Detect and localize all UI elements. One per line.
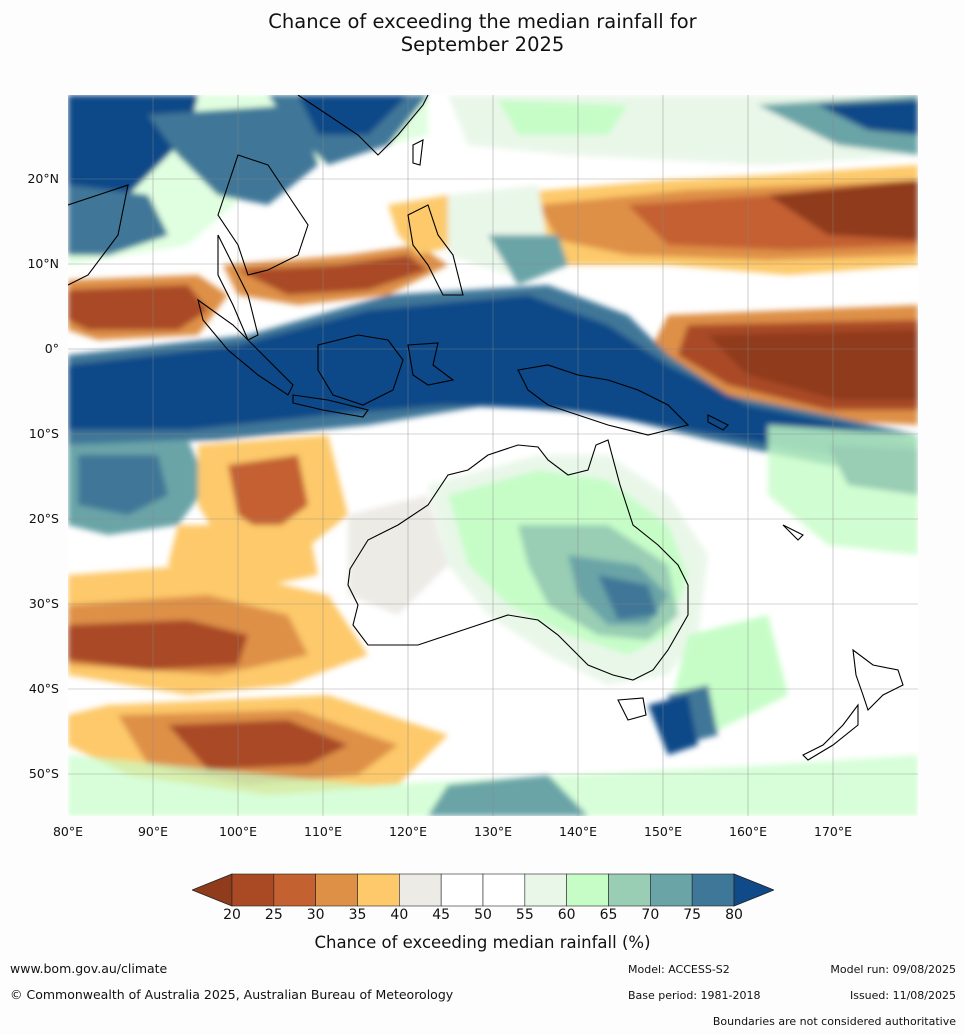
colorbar-cell bbox=[399, 873, 442, 907]
lat-tick: 20°N bbox=[27, 171, 59, 186]
lon-tick: 160°E bbox=[728, 824, 768, 839]
lon-tick: 120°E bbox=[388, 824, 428, 839]
lat-tick: 50°S bbox=[28, 766, 59, 781]
lon-tick: 100°E bbox=[218, 824, 258, 839]
colorbar bbox=[192, 873, 774, 907]
lat-tick: 20°S bbox=[28, 511, 59, 526]
lon-tick: 140°E bbox=[558, 824, 598, 839]
title-line-2: September 2025 bbox=[400, 33, 565, 56]
colorbar-tick-label: 70 bbox=[641, 907, 660, 923]
base-period: Base period: 1981-2018 bbox=[628, 989, 761, 1002]
malay-peninsula-coastline bbox=[217, 234, 259, 341]
colorbar-tick-label: 75 bbox=[683, 907, 702, 923]
model-run-date: Model run: 09/08/2025 bbox=[830, 963, 956, 976]
colorbar-cell bbox=[440, 873, 484, 907]
colorbar-tick-label: 20 bbox=[223, 907, 241, 923]
colorbar-low-extend bbox=[192, 873, 233, 907]
colorbar-cell bbox=[231, 873, 275, 907]
rainfall-map bbox=[68, 95, 918, 816]
colorbar-cell bbox=[608, 873, 651, 907]
colorbar-tick-label: 35 bbox=[348, 907, 367, 923]
colorbar-tick-label: 55 bbox=[515, 907, 534, 923]
colorbar-cell bbox=[357, 873, 400, 907]
lon-tick: 80°E bbox=[52, 824, 84, 839]
china-coastline bbox=[297, 95, 429, 156]
copyright-text: © Commonwealth of Australia 2025, Austra… bbox=[10, 987, 454, 1002]
colorbar-tick-label: 40 bbox=[390, 907, 409, 923]
colorbar-cell bbox=[524, 873, 567, 907]
colorbar-tick-label: 45 bbox=[432, 907, 451, 923]
colorbar-tick-label: 65 bbox=[599, 907, 618, 923]
boundary-disclaimer: Boundaries are not considered authoritat… bbox=[712, 1015, 956, 1028]
india-coastline bbox=[68, 184, 129, 286]
colorbar-tick-label: 50 bbox=[474, 907, 492, 923]
rainfall-field bbox=[68, 95, 918, 816]
graticule bbox=[68, 95, 918, 816]
borneo-coastline bbox=[317, 334, 404, 406]
colorbar-cell bbox=[315, 873, 358, 907]
colorbar-tick-label: 80 bbox=[725, 907, 743, 923]
lat-tick: 0° bbox=[44, 341, 59, 356]
issued-date: Issued: 11/08/2025 bbox=[849, 989, 956, 1002]
colorbar-tick-label: 25 bbox=[264, 907, 283, 923]
sumatra-coastline bbox=[197, 298, 294, 396]
lon-tick: 110°E bbox=[303, 824, 343, 839]
rainfall-map-canvas bbox=[68, 95, 918, 816]
lon-tick: 150°E bbox=[643, 824, 683, 839]
colorbar-cell bbox=[691, 873, 735, 907]
java-coastline bbox=[292, 394, 369, 418]
colorbar-cells bbox=[192, 873, 774, 907]
coastlines bbox=[68, 95, 904, 761]
title-line-1: Chance of exceeding the median rainfall … bbox=[268, 10, 697, 33]
lon-tick: 130°E bbox=[473, 824, 513, 839]
colorbar-high-extend bbox=[733, 873, 774, 907]
colorbar-title: Chance of exceeding median rainfall (%) bbox=[314, 933, 651, 952]
taiwan-coastline bbox=[412, 139, 424, 166]
colorbar-tick-label: 30 bbox=[306, 907, 325, 923]
sulawesi-coastline bbox=[407, 342, 455, 386]
lat-tick: 30°S bbox=[28, 596, 59, 611]
lat-tick: 40°S bbox=[28, 681, 59, 696]
australia-coastline bbox=[347, 439, 689, 681]
philippines-coastline bbox=[407, 204, 464, 296]
colorbar-cell bbox=[650, 873, 693, 907]
lon-tick: 170°E bbox=[813, 824, 853, 839]
model-name: Model: ACCESS-S2 bbox=[628, 963, 730, 976]
colorbar-cell bbox=[273, 873, 316, 907]
new-zealand-north-coastline bbox=[852, 648, 904, 712]
colorbar-tick-label: 60 bbox=[557, 907, 576, 923]
map-title: Chance of exceeding the median rainfall … bbox=[0, 10, 965, 56]
colorbar-cell bbox=[482, 873, 526, 907]
lat-tick: 10°N bbox=[27, 256, 59, 271]
new-zealand-south-coastline bbox=[802, 703, 859, 761]
lon-tick: 90°E bbox=[137, 824, 169, 839]
colorbar-cell bbox=[566, 873, 609, 907]
tasmania-coastline bbox=[617, 697, 647, 721]
indochina-coastline bbox=[217, 154, 309, 276]
bom-url: www.bom.gov.au/climate bbox=[10, 961, 168, 976]
new-guinea-coastline bbox=[517, 364, 690, 436]
lat-tick: 10°S bbox=[28, 426, 59, 441]
